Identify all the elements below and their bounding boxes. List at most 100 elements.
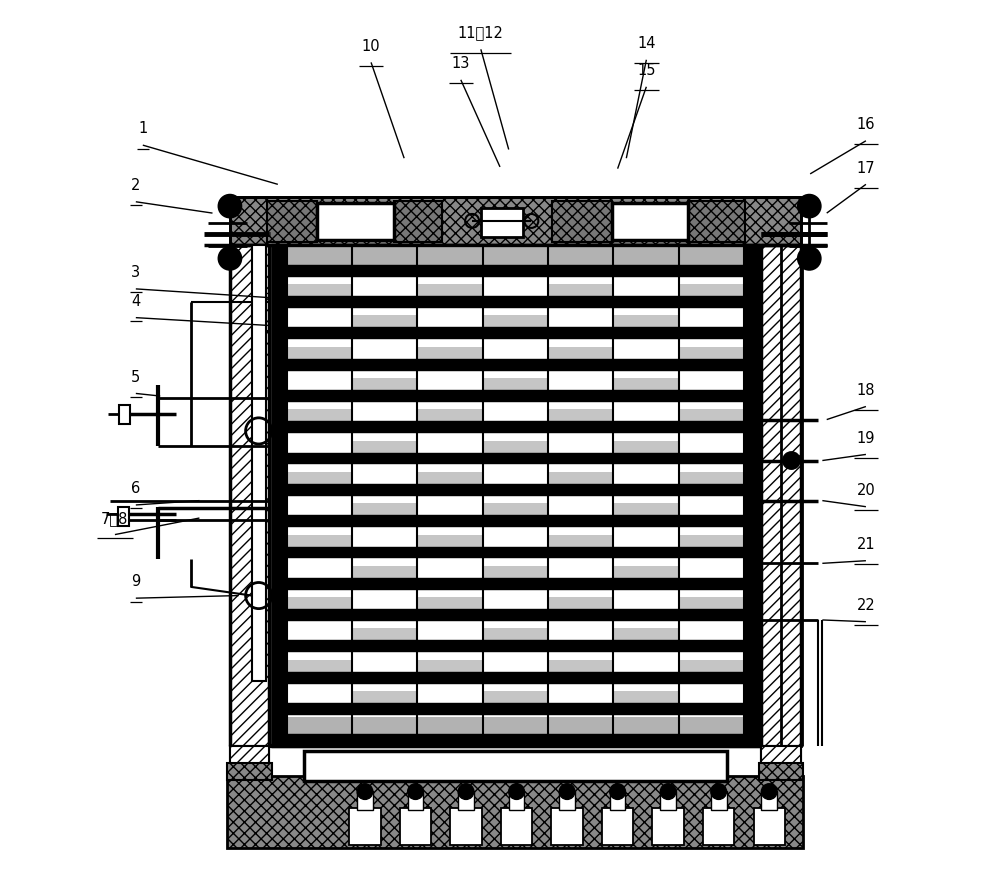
Bar xyxy=(349,808,381,845)
Bar xyxy=(688,201,745,242)
Bar xyxy=(287,247,352,265)
Bar xyxy=(548,284,613,296)
Bar xyxy=(501,808,532,845)
Bar xyxy=(458,791,474,810)
Bar xyxy=(394,201,442,242)
Bar xyxy=(287,265,744,277)
Circle shape xyxy=(761,784,777,800)
Bar xyxy=(679,247,744,265)
Bar xyxy=(613,247,679,265)
Bar xyxy=(711,791,727,810)
Bar xyxy=(287,328,744,339)
Bar xyxy=(287,390,744,402)
Circle shape xyxy=(798,195,821,218)
Bar xyxy=(679,347,744,358)
Circle shape xyxy=(408,784,423,800)
Text: 17: 17 xyxy=(857,161,875,176)
Bar xyxy=(267,201,317,242)
Bar xyxy=(613,718,679,734)
Bar xyxy=(417,660,483,672)
Bar xyxy=(287,734,744,746)
Bar xyxy=(417,284,483,296)
Text: 14: 14 xyxy=(637,36,656,51)
Circle shape xyxy=(610,784,625,800)
Bar xyxy=(352,628,417,641)
Circle shape xyxy=(783,452,800,469)
Bar xyxy=(483,503,548,515)
Bar xyxy=(287,472,352,484)
Bar xyxy=(613,691,679,703)
Bar xyxy=(483,718,548,734)
Bar xyxy=(357,791,373,810)
Bar xyxy=(287,609,744,621)
Bar xyxy=(679,284,744,296)
Text: 10: 10 xyxy=(362,38,380,53)
Text: 3: 3 xyxy=(131,265,140,281)
Bar xyxy=(352,378,417,390)
Bar xyxy=(287,718,352,734)
Bar xyxy=(118,507,129,526)
Circle shape xyxy=(660,784,676,800)
Bar xyxy=(761,246,801,746)
Bar xyxy=(287,641,744,652)
Bar xyxy=(287,597,352,609)
Bar xyxy=(548,409,613,421)
Bar xyxy=(679,660,744,672)
Text: 2: 2 xyxy=(131,178,141,193)
Circle shape xyxy=(509,784,524,800)
Bar xyxy=(754,808,785,845)
Bar xyxy=(483,440,548,453)
Text: 5: 5 xyxy=(131,370,140,385)
Bar xyxy=(230,246,269,746)
Bar xyxy=(352,565,417,578)
Bar xyxy=(119,405,130,424)
Bar xyxy=(287,660,352,672)
Bar xyxy=(679,472,744,484)
Bar xyxy=(287,535,352,546)
Bar xyxy=(417,409,483,421)
Bar xyxy=(352,316,417,328)
Bar xyxy=(408,791,423,810)
Bar xyxy=(352,718,417,734)
Bar xyxy=(551,808,583,845)
Bar xyxy=(417,472,483,484)
Bar xyxy=(679,535,744,546)
Bar xyxy=(287,578,744,590)
Bar xyxy=(287,453,744,464)
Bar xyxy=(227,763,272,780)
Bar xyxy=(548,660,613,672)
Text: 9: 9 xyxy=(131,574,140,589)
Bar xyxy=(252,246,266,681)
Bar xyxy=(230,746,269,764)
Bar xyxy=(679,718,744,734)
Bar xyxy=(552,201,612,242)
Bar xyxy=(400,808,431,845)
Bar xyxy=(287,358,744,371)
Bar xyxy=(548,718,613,734)
Bar xyxy=(287,284,352,296)
Bar xyxy=(613,628,679,641)
Bar xyxy=(759,763,803,780)
Bar xyxy=(227,776,803,848)
Text: 21: 21 xyxy=(857,537,875,552)
Bar xyxy=(679,597,744,609)
Bar xyxy=(287,546,744,558)
Bar xyxy=(483,316,548,328)
Bar xyxy=(761,791,777,810)
Bar xyxy=(483,247,548,265)
Bar xyxy=(481,208,523,237)
Bar xyxy=(287,347,352,358)
Bar xyxy=(610,791,625,810)
Text: 4: 4 xyxy=(131,294,140,309)
Bar xyxy=(744,246,760,746)
Bar xyxy=(352,440,417,453)
Bar xyxy=(352,691,417,703)
Bar xyxy=(317,203,394,240)
Bar xyxy=(417,718,483,734)
Bar xyxy=(287,703,744,715)
Bar xyxy=(271,246,287,746)
Bar xyxy=(509,791,524,810)
Bar xyxy=(483,378,548,390)
Bar xyxy=(450,808,482,845)
Bar xyxy=(652,808,684,845)
